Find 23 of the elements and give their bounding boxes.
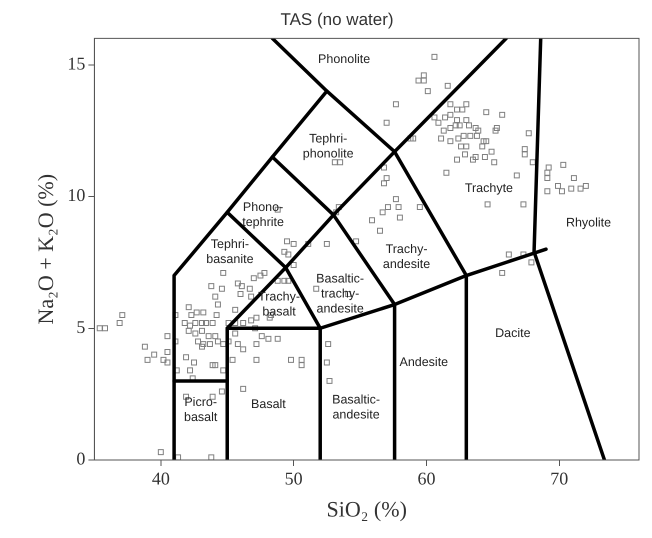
x-tick-label: 60 bbox=[417, 468, 436, 489]
annotation: Basaltic- andesite bbox=[332, 392, 380, 422]
x-tick-label: 50 bbox=[284, 468, 303, 489]
annotation: Tephri- basanite bbox=[206, 236, 254, 266]
chart-title: TAS (no water) bbox=[280, 10, 394, 29]
annotation: Trachy- andesite bbox=[382, 242, 430, 272]
annotation: Phonolite bbox=[318, 52, 370, 66]
y-axis-title: Na₂O + K₂O (%) bbox=[32, 174, 58, 324]
x-axis-title: SiO₂ (%) bbox=[326, 496, 407, 522]
annotation: Basalt bbox=[251, 397, 286, 412]
annotation: Trachyte bbox=[464, 181, 514, 196]
y-tick-label: 0 bbox=[76, 448, 86, 469]
y-tick-label: 10 bbox=[67, 185, 86, 206]
annotation: Andesite bbox=[399, 354, 448, 369]
annotation: Tephri- phonolite bbox=[302, 131, 354, 160]
y-tick-label: 15 bbox=[67, 53, 86, 74]
annotation: Rhyolite bbox=[566, 215, 612, 230]
x-tick-label: 40 bbox=[152, 468, 170, 489]
annotation: Phono- tephrite bbox=[242, 200, 284, 229]
y-tick-label: 5 bbox=[76, 316, 86, 337]
x-tick-label: 70 bbox=[550, 468, 568, 489]
annotation: Picro- basalt bbox=[184, 394, 218, 424]
annotation: Dacite bbox=[495, 326, 531, 340]
